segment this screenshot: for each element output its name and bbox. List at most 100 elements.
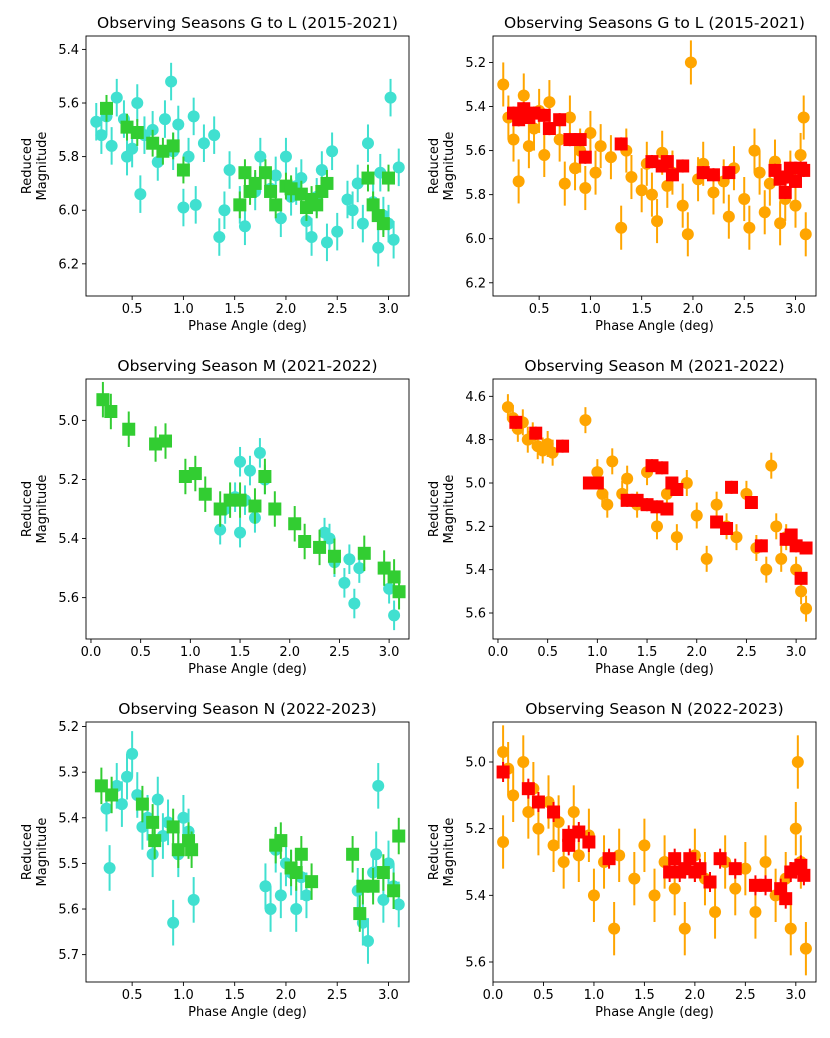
panel-title: Observing Season M (2021-2022) [524,357,784,375]
data-point [95,129,108,142]
mean-point [377,561,391,575]
data-point [274,212,287,225]
y-axis-label-line2: Magnitude [35,818,50,887]
data-point [538,148,551,161]
y-axis-label-line2: Magnitude [442,132,457,201]
data-point [625,171,638,184]
plot-area [497,40,812,257]
data-point [760,563,773,576]
data-point [187,893,200,906]
mean-point [274,834,288,848]
x-tick-label: 0.0 [483,988,504,1003]
mean-point [572,825,586,839]
mean-point [366,198,380,212]
data-point [765,459,778,472]
data-point [103,861,116,874]
data-point [700,552,713,565]
plot-area [94,731,406,964]
data-point [234,526,247,539]
y-axis-label: Reduced Magnitude [20,818,50,887]
series-individual [497,725,812,976]
data-point [372,779,385,792]
data-point [596,487,609,500]
mean-point [264,184,278,198]
y-tick-label: 5.6 [465,956,486,971]
data-point [497,78,510,91]
mean-point [289,866,303,880]
panel-title: Observing Seasons G to L (2015-2021) [97,14,398,32]
data-point [372,241,385,254]
data-point [136,820,149,833]
data-point [680,477,693,489]
mean-point [361,171,375,185]
x-tick-label: 2.0 [683,302,704,317]
mean-point [620,493,634,507]
mean-point [722,166,736,180]
data-point [606,455,619,468]
mean-point [313,540,327,554]
data-point [323,532,336,545]
data-point [218,204,231,217]
data-point [331,225,344,238]
data-point [661,179,674,192]
data-point [648,889,661,902]
data-point [338,576,351,589]
data-point [799,228,812,241]
mean-point [356,879,370,893]
data-point [208,129,221,142]
data-point [238,220,251,233]
data-point [749,906,762,918]
data-point [552,816,565,828]
mean-point [135,797,149,811]
data-point [512,175,525,188]
data-point [172,118,185,131]
data-point [522,140,535,153]
data-point [214,523,227,536]
data-point [799,942,812,955]
data-point [738,193,751,206]
y-tick-label: 5.6 [58,903,79,918]
mean-point [105,788,119,802]
mean-point [788,174,802,188]
data-point [532,822,545,835]
data-point [789,822,802,835]
mean-point [512,113,526,127]
data-point [348,597,361,610]
series-individual [214,438,401,631]
data-point [253,446,266,459]
y-axis-label-line2: Magnitude [442,818,457,887]
y-tick-label: 5.6 [58,97,79,112]
y-tick-label: 5.2 [58,473,79,488]
data-point [553,133,566,146]
y-tick-label: 4.6 [465,390,486,405]
mean-point [744,496,758,509]
data-point [315,164,328,177]
data-point [774,217,787,230]
data-point [264,903,277,916]
mean-point [238,166,252,180]
plot-area [96,381,406,631]
mean-point [797,163,811,177]
mean-point [185,843,199,857]
data-point [707,186,720,199]
mean-point [696,166,710,180]
mean-point [387,884,401,898]
x-tick-label: 0.0 [81,645,102,660]
mean-point [509,415,523,429]
mean-point [531,795,545,809]
data-point [579,414,592,427]
data-point [795,585,808,598]
axes-frame [85,378,410,640]
mean-point [233,493,247,507]
data-point [326,145,339,158]
data-point [584,126,597,139]
panel-title: Observing Seasons G to L (2015-2021) [504,14,805,32]
data-point [668,882,681,895]
data-point [392,161,405,174]
mean-point [178,470,192,483]
data-point [528,122,541,135]
mean-point [563,133,577,147]
panel-g-l-orange: 0.5 1.0 1.5 2.0 2.5 3.0 5.2 5.4 5.6 5.8 6.0 6.2 Obse… [427,14,817,334]
mean-point [188,467,202,481]
x-tick-label: 1.5 [224,988,245,1003]
